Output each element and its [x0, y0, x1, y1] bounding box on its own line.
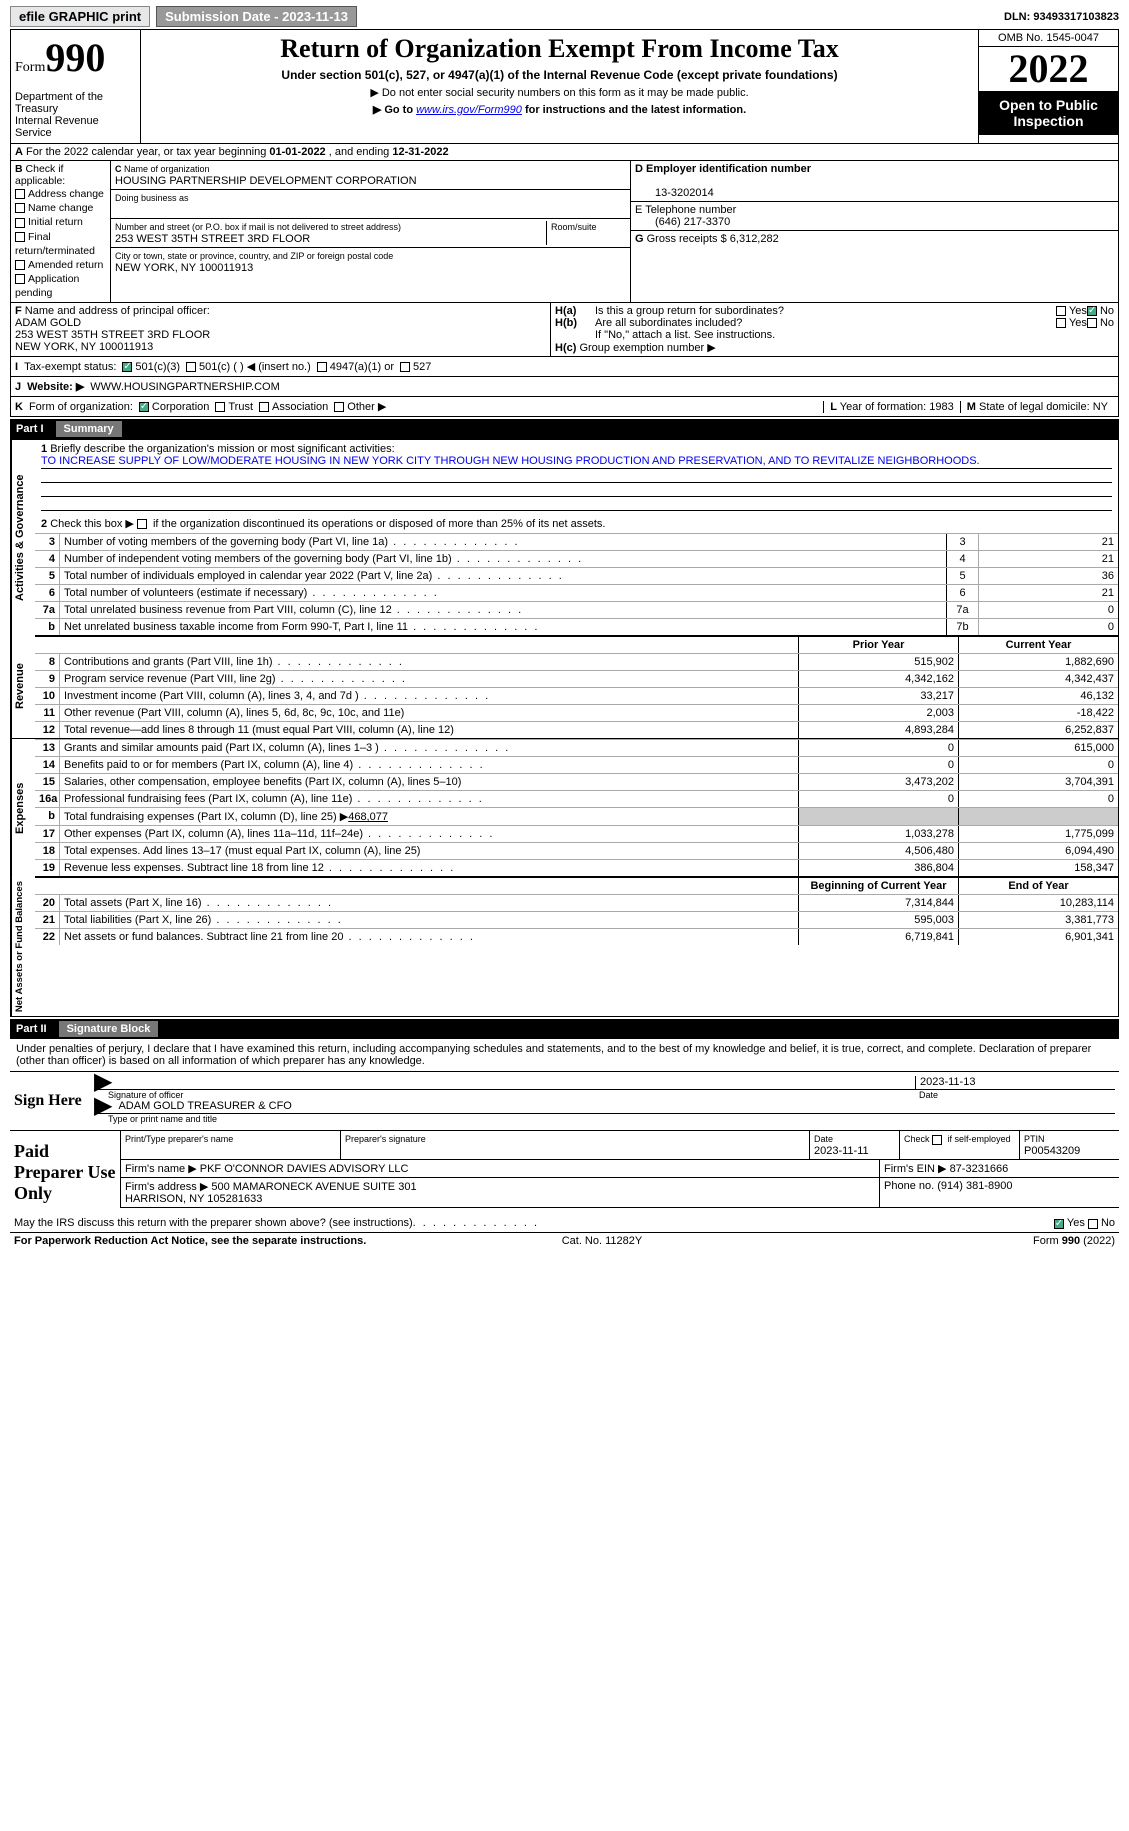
open-to-public: Open to Public Inspection: [979, 91, 1118, 135]
form-header: Form990 Department of the Treasury Inter…: [10, 29, 1119, 143]
chk-amended[interactable]: Amended return: [15, 258, 106, 272]
row-a: A For the 2022 calendar year, or tax yea…: [10, 143, 1119, 160]
officer-sig-name: ADAM GOLD TREASURER & CFO: [118, 1100, 291, 1113]
footer: For Paperwork Reduction Act Notice, see …: [10, 1233, 1119, 1249]
chk-name-change[interactable]: Name change: [15, 201, 106, 215]
section-fh: F Name and address of principal officer:…: [10, 302, 1119, 356]
org-name: HOUSING PARTNERSHIP DEVELOPMENT CORPORAT…: [115, 175, 417, 187]
chk-assoc[interactable]: Association: [259, 401, 328, 413]
toolbar: efile GRAPHIC print Submission Date - 20…: [10, 6, 1119, 27]
chk-initial-return[interactable]: Initial return: [15, 215, 106, 229]
chk-501c[interactable]: 501(c) ( ) ◀ (insert no.): [186, 360, 311, 373]
chk-corp[interactable]: Corporation: [139, 401, 209, 413]
chk-final-return[interactable]: Final return/terminated: [15, 230, 106, 258]
chk-other[interactable]: Other ▶: [334, 400, 386, 413]
dln-label: DLN: 93493317103823: [1004, 11, 1119, 23]
section-bcd: B Check if applicable: Address change Na…: [10, 160, 1119, 302]
hb-yes[interactable]: Yes: [1056, 317, 1087, 329]
form-title: Return of Organization Exempt From Incom…: [149, 34, 970, 64]
summary-table: Activities & Governance 1 Briefly descri…: [10, 439, 1119, 1017]
ha-no[interactable]: No: [1087, 305, 1114, 317]
part-i-header: Part ISummary: [10, 419, 1119, 439]
ha-yes[interactable]: Yes: [1056, 305, 1087, 317]
sig-declaration: Under penalties of perjury, I declare th…: [10, 1039, 1119, 1072]
row-k: KForm of organization: Corporation Trust…: [10, 396, 1119, 417]
row-j: J Website: ▶ WWW.HOUSINGPARTNERSHIP.COM: [10, 376, 1119, 396]
chk-pending[interactable]: Application pending: [15, 272, 106, 300]
omb-label: OMB No. 1545-0047: [979, 30, 1118, 47]
firm-name: PKF O'CONNOR DAVIES ADVISORY LLC: [200, 1163, 409, 1175]
hb-no[interactable]: No: [1087, 317, 1114, 329]
tax-year: 2022: [979, 47, 1118, 91]
chk-address-change[interactable]: Address change: [15, 187, 106, 201]
row-i: ITax-exempt status: 501(c)(3) 501(c) ( )…: [10, 356, 1119, 376]
org-city: NEW YORK, NY 100011913: [115, 262, 253, 274]
gross-receipts: 6,312,282: [730, 233, 779, 245]
mission-text: TO INCREASE SUPPLY OF LOW/MODERATE HOUSI…: [41, 455, 1112, 469]
ein: 13-3202014: [635, 187, 714, 199]
dept-label: Department of the Treasury Internal Reve…: [15, 81, 136, 139]
website: WWW.HOUSINGPARTNERSHIP.COM: [90, 381, 279, 393]
phone: (646) 217-3370: [635, 216, 730, 228]
chk-trust[interactable]: Trust: [215, 401, 253, 413]
chk-4947[interactable]: 4947(a)(1) or: [317, 361, 394, 373]
sign-here-block: Sign Here ▶2023-11-13 Signature of offic…: [10, 1072, 1119, 1131]
chk-501c3[interactable]: 501(c)(3): [122, 361, 180, 373]
paid-preparer-block: Paid Preparer Use Only Print/Type prepar…: [10, 1131, 1119, 1214]
chk-527[interactable]: 527: [400, 361, 431, 373]
org-addr: 253 WEST 35TH STREET 3RD FLOOR: [115, 233, 310, 245]
subdate-button[interactable]: Submission Date - 2023-11-13: [156, 6, 357, 27]
irs-yes[interactable]: Yes: [1054, 1217, 1085, 1229]
l3-val: 21: [978, 534, 1118, 550]
part-ii-header: Part IISignature Block: [10, 1019, 1119, 1039]
irs-no[interactable]: No: [1088, 1217, 1115, 1229]
efile-button[interactable]: efile GRAPHIC print: [10, 6, 150, 27]
irs-discuss-row: May the IRS discuss this return with the…: [10, 1214, 1119, 1233]
chk-discontinued[interactable]: [137, 519, 147, 529]
chk-self-employed[interactable]: [932, 1135, 942, 1145]
ptin: P00543209: [1024, 1145, 1080, 1157]
officer-name: ADAM GOLD: [15, 317, 81, 329]
irs-link[interactable]: www.irs.gov/Form990: [416, 104, 522, 116]
